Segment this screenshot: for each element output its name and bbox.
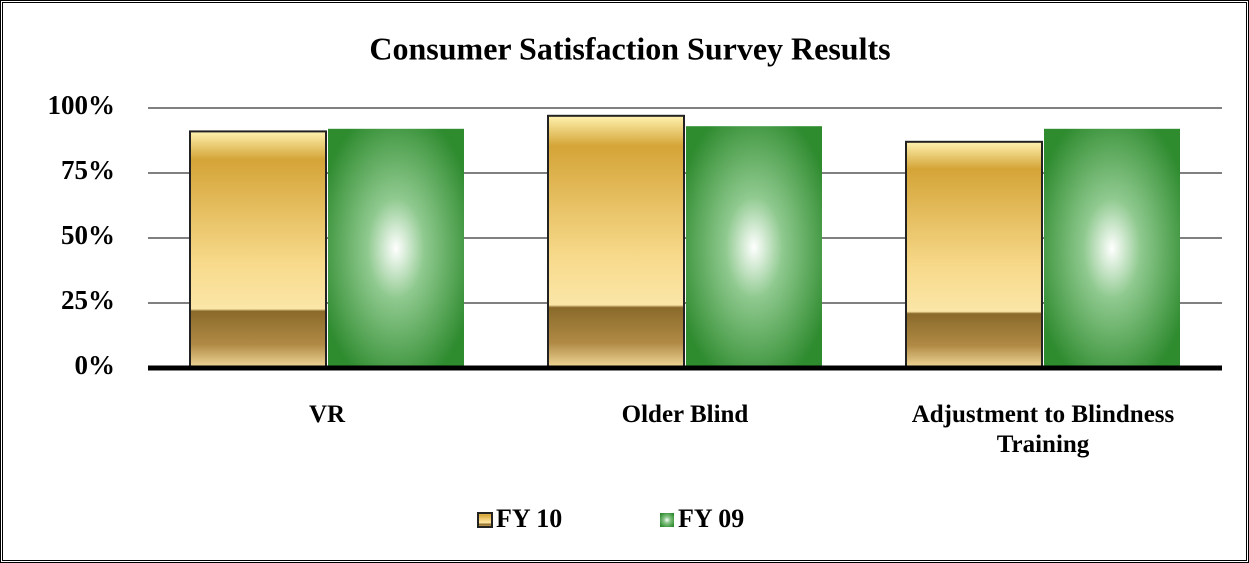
legend-label: FY 09 (678, 504, 744, 533)
y-tick-label: 50% (61, 220, 115, 250)
bar (328, 128, 464, 368)
y-tick-label: 100% (48, 90, 116, 120)
bar (1044, 128, 1180, 368)
x-tick-label: Older Blind (621, 401, 749, 428)
chart-title: Consumer Satisfaction Survey Results (369, 30, 890, 66)
bar (547, 114, 685, 369)
legend-swatch (477, 512, 493, 528)
legend-swatch (660, 513, 674, 527)
y-tick-label: 25% (61, 285, 115, 315)
bar (686, 126, 822, 368)
bar (905, 140, 1043, 369)
y-tick-label: 75% (61, 155, 115, 185)
bar (189, 130, 327, 369)
x-tick-label: VR (308, 401, 346, 428)
y-tick-label: 0% (75, 350, 116, 380)
x-tick-label: Adjustment to Blindness Training (911, 401, 1175, 458)
legend-label: FY 10 (496, 504, 562, 533)
